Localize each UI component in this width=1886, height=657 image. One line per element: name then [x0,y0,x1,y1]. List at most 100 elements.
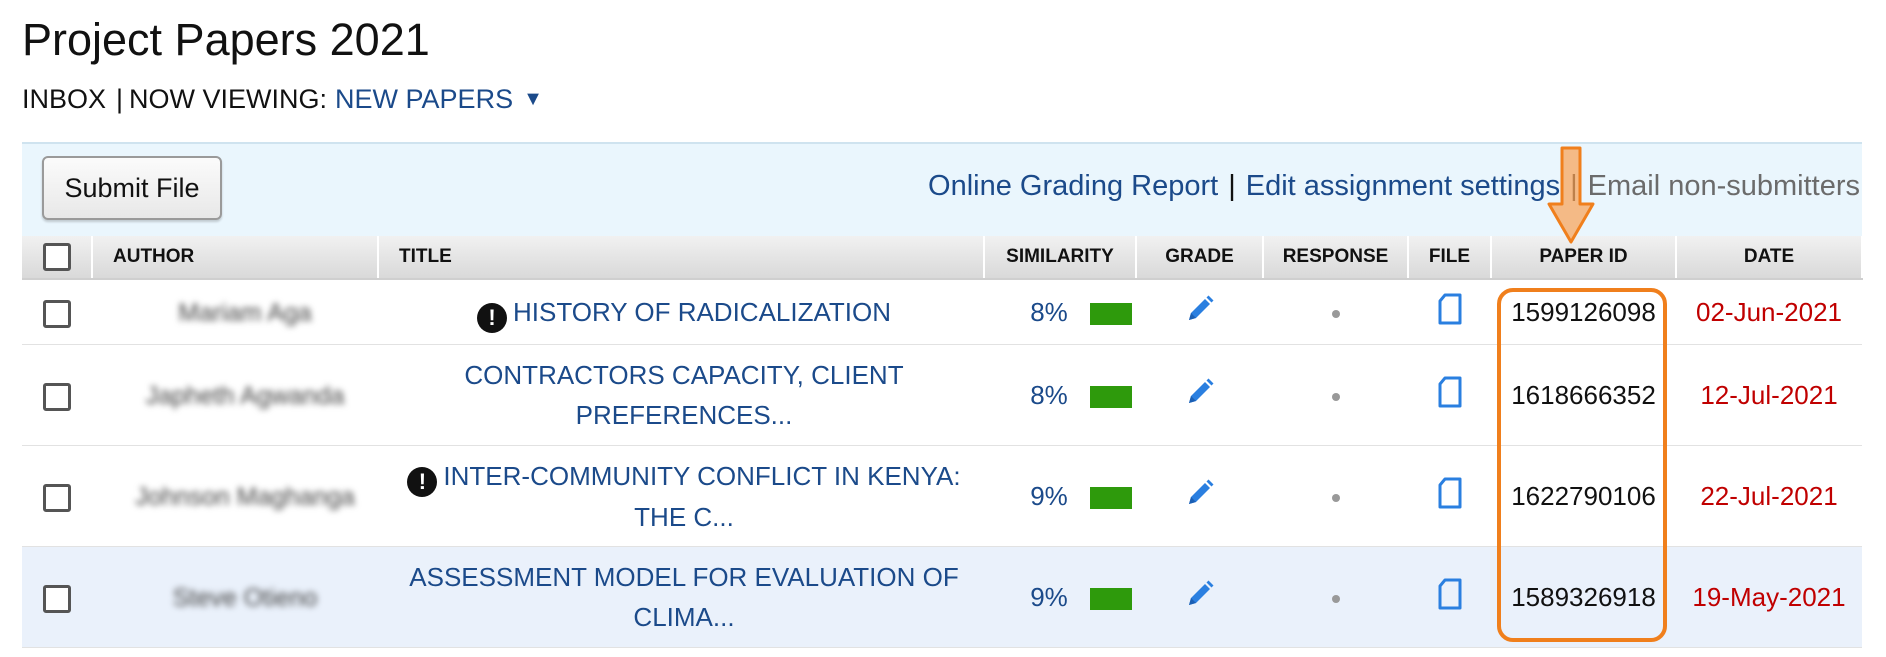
link-separator: | [1228,170,1236,202]
grade-cell [1136,546,1263,648]
paper-id-cell: 1618666352 [1491,344,1676,446]
response-cell [1263,344,1408,446]
author-name: Steve Otieno [172,583,318,612]
paper-id-cell: 1589326918 [1491,546,1676,648]
similarity-bar[interactable] [1090,302,1132,325]
row-checkbox[interactable] [43,382,71,411]
assignment-toolbar: Submit File Online Grading Report | Edit… [22,142,1862,236]
title-cell: ASSESSMENT MODEL FOR EVALUATION OF CLIMA… [378,546,984,648]
similarity-percent[interactable]: 9% [1030,581,1068,612]
similarity-percent[interactable]: 8% [1030,296,1068,327]
column-header-file[interactable]: FILE [1408,236,1492,280]
paper-title-link[interactable]: ASSESSMENT MODEL FOR EVALUATION OF CLIMA… [409,562,959,632]
column-header-title[interactable]: TITLE [378,236,985,280]
now-viewing-label: NOW VIEWING: [129,84,328,114]
author-cell: Mariam Aga [92,279,378,345]
select-all-checkbox[interactable] [42,243,71,271]
table-row: Steve Otieno ASSESSMENT MODEL FOR EVALUA… [22,546,1862,648]
table-row: Japheth Agwanda CONTRACTORS CAPACITY, CL… [22,344,1862,446]
document-icon[interactable] [1437,477,1463,516]
paper-title-link[interactable]: HISTORY OF RADICALIZATION [512,296,892,327]
similarity-cell: 8% [984,344,1136,446]
grade-cell [1136,445,1263,547]
row-checkbox-cell [22,279,92,345]
row-checkbox-cell [22,344,92,446]
alert-icon: ! [407,466,438,497]
file-cell [1408,279,1491,345]
date-cell: 22-Jul-2021 [1676,445,1862,547]
file-cell [1408,546,1491,648]
edit-assignment-settings-link[interactable]: Edit assignment settings [1245,170,1561,202]
link-separator: | [1570,170,1578,202]
document-icon[interactable] [1437,578,1463,617]
table-row: Mariam Aga ! HISTORY OF RADICALIZATION 8%… [22,279,1862,345]
author-name: Japheth Agwanda [145,381,345,410]
toolbar-links: Online Grading Report | Edit assignment … [928,170,1860,203]
papers-table: AUTHOR TITLE SIMILARITY GRADE RESPONSE F… [22,236,1863,648]
date-cell: 19-May-2021 [1676,546,1862,648]
table-row: Johnson Maghanga ! INTER-COMMUNITY CONFLI… [22,445,1862,547]
pencil-icon[interactable] [1184,293,1216,332]
row-checkbox[interactable] [43,584,71,613]
alert-icon: ! [476,302,507,333]
submit-file-button[interactable]: Submit File [42,156,222,220]
pencil-icon[interactable] [1184,376,1216,415]
document-icon[interactable] [1437,293,1463,332]
response-dot-icon [1331,392,1340,401]
title-cell: CONTRACTORS CAPACITY, CLIENT PREFERENCES… [378,344,984,446]
view-selector[interactable]: NEW PAPERS [335,84,514,114]
response-dot-icon [1331,309,1340,318]
similarity-bar[interactable] [1090,385,1132,408]
date-cell: 02-Jun-2021 [1676,279,1862,345]
similarity-percent[interactable]: 8% [1030,379,1068,410]
similarity-percent[interactable]: 9% [1030,480,1068,511]
row-checkbox-cell [22,445,92,547]
similarity-cell: 9% [984,445,1136,547]
document-icon[interactable] [1437,376,1463,415]
similarity-bar[interactable] [1090,486,1132,509]
column-header-response[interactable]: RESPONSE [1263,236,1409,280]
online-grading-report-link[interactable]: Online Grading Report [928,170,1219,202]
inbox-link[interactable]: INBOX [22,84,107,114]
paper-id-cell: 1622790106 [1491,445,1676,547]
table-header-row: AUTHOR TITLE SIMILARITY GRADE RESPONSE F… [22,236,1863,280]
column-header-similarity[interactable]: SIMILARITY [984,236,1137,280]
author-cell: Japheth Agwanda [92,344,378,446]
row-checkbox[interactable] [43,299,71,328]
select-all-header [22,236,93,280]
similarity-bar[interactable] [1090,587,1132,610]
response-cell [1263,445,1408,547]
title-cell: ! INTER-COMMUNITY CONFLICT IN KENYA: THE … [378,445,984,547]
response-dot-icon [1331,594,1340,603]
column-header-paper-id[interactable]: PAPER ID [1491,236,1677,280]
paper-title-link[interactable]: INTER-COMMUNITY CONFLICT IN KENYA: THE C… [443,460,961,532]
date-cell: 12-Jul-2021 [1676,344,1862,446]
grade-cell [1136,279,1263,345]
file-cell [1408,445,1491,547]
response-dot-icon [1331,493,1340,502]
column-header-grade[interactable]: GRADE [1136,236,1264,280]
response-cell [1263,279,1408,345]
row-checkbox[interactable] [43,483,71,512]
grade-cell [1136,344,1263,446]
chevron-down-icon[interactable]: ▼ [523,88,543,110]
breadcrumb-separator: | [116,84,124,114]
paper-title-link[interactable]: CONTRACTORS CAPACITY, CLIENT PREFERENCES… [464,360,904,430]
paper-id-cell: 1599126098 [1491,279,1676,345]
similarity-cell: 8% [984,279,1136,345]
author-name: Mariam Aga [178,298,312,327]
column-header-date[interactable]: DATE [1676,236,1863,280]
pencil-icon[interactable] [1184,477,1216,516]
pencil-icon[interactable] [1184,578,1216,617]
author-cell: Steve Otieno [92,546,378,648]
column-header-author[interactable]: AUTHOR [92,236,379,280]
row-checkbox-cell [22,546,92,648]
response-cell [1263,546,1408,648]
author-name: Johnson Maghanga [135,482,355,511]
breadcrumb: INBOX | NOW VIEWING: NEW PAPERS ▼ [22,84,543,115]
page-title: Project Papers 2021 [22,14,430,65]
file-cell [1408,344,1491,446]
author-cell: Johnson Maghanga [92,445,378,547]
title-cell: ! HISTORY OF RADICALIZATION [378,279,984,345]
email-non-submitters-link[interactable]: Email non-submitters [1587,170,1860,202]
